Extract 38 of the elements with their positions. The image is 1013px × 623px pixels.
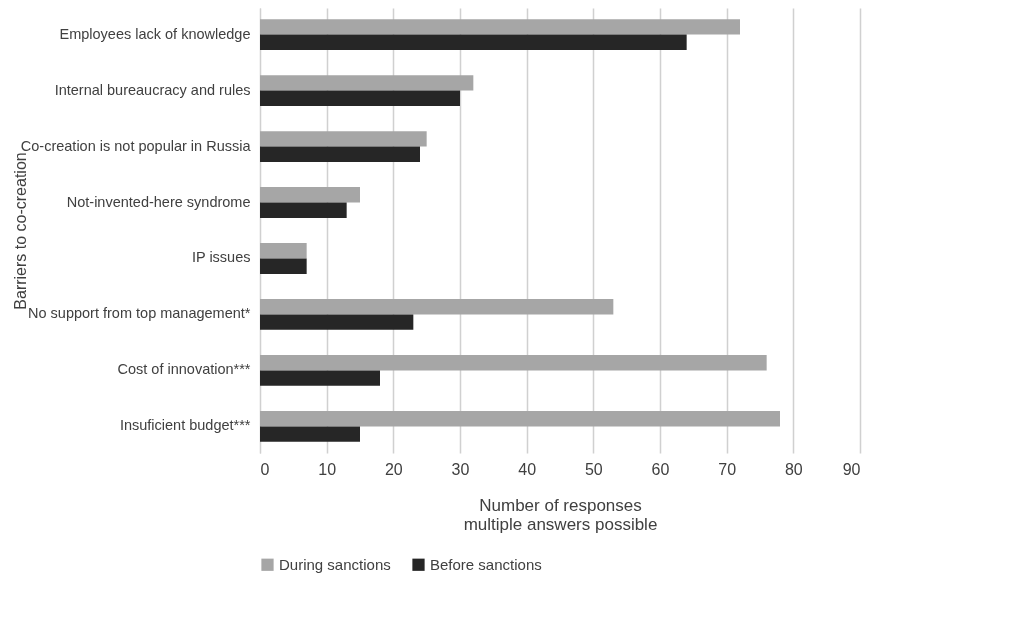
y-tick-label: Not-invented-here syndrome [66,193,251,210]
x-tick-label: 80 [784,460,803,478]
x-tick-label: 0 [260,460,270,478]
bar [260,314,414,330]
bar [260,131,427,147]
y-tick-label: Cost of innovation*** [117,361,251,378]
y-tick-label: Co-creation is not popular in Russia [20,137,252,154]
x-tick-label: 70 [718,460,737,478]
y-axis-title: Barriers to co-creation [11,152,29,310]
bar [260,258,307,274]
bar [260,299,614,315]
bar [260,411,780,427]
y-tick-label: No support from top management* [28,305,251,322]
legend-label: Before sanctions [430,555,542,573]
x-axis-title: Number of responses multiple answers possible [463,495,658,534]
y-tick-label: IP issues [191,249,251,266]
x-tick-label: 30 [451,460,470,478]
x-tick-label: 20 [384,460,403,478]
bar [260,243,307,259]
x-tick-label: 90 [842,460,861,478]
bar [260,146,420,162]
bar [260,19,740,35]
bar [260,34,687,50]
x-tick-label: 60 [651,460,670,478]
y-tick-label: Internal bureaucracy and rules [54,81,251,98]
x-tick-label: 10 [318,460,337,478]
bar [260,202,347,218]
legend-label: During sanctions [279,555,391,573]
bar [260,426,360,442]
bar [260,187,360,203]
bar [260,75,474,91]
bar [260,355,767,371]
y-tick-label: Insuficient budget*** [119,417,251,434]
y-tick-label: Employees lack of knowledge [59,25,251,42]
bar [260,90,460,106]
bar [260,370,380,386]
x-tick-label: 40 [518,460,537,478]
x-tick-label: 50 [584,460,603,478]
